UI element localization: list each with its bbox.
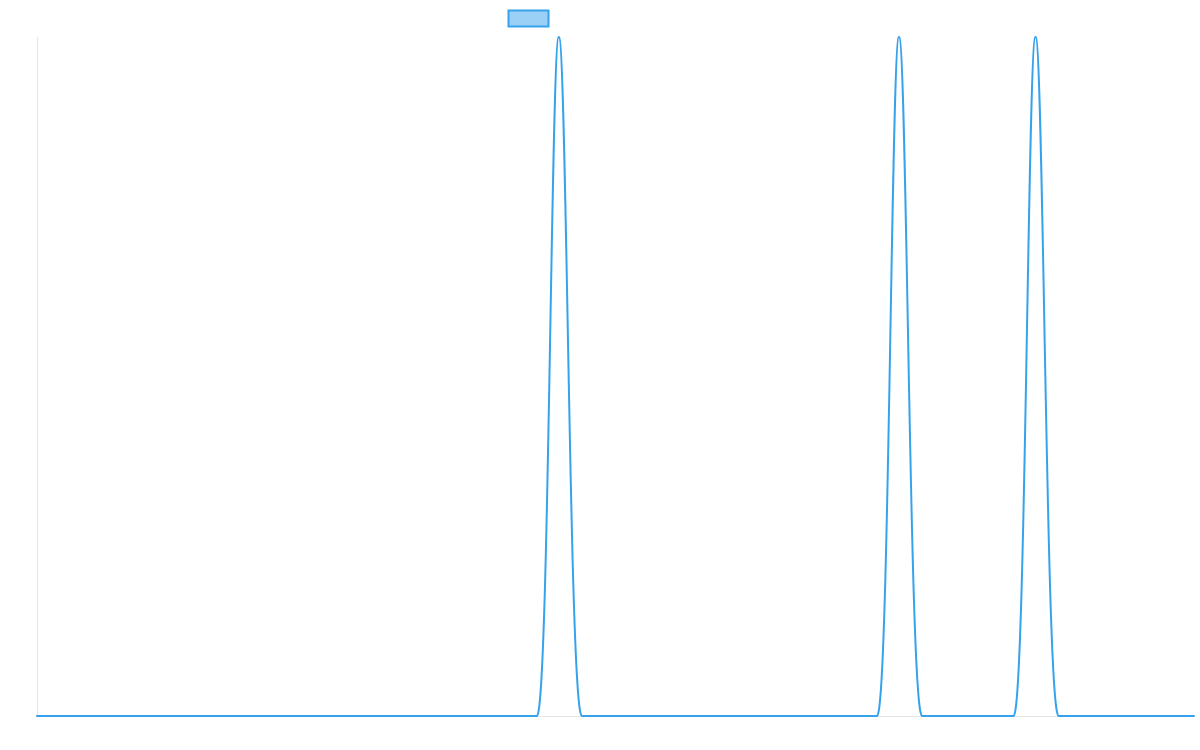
data-point-0-8[interactable] [1032, 34, 1038, 40]
data-point-0-0[interactable] [34, 713, 40, 719]
data-point-0-10[interactable] [1191, 713, 1197, 719]
data-point-0-9[interactable] [1056, 713, 1062, 719]
data-point-0-1[interactable] [534, 713, 540, 719]
series-line-0 [36, 36, 1195, 717]
legend-swatch-0[interactable] [507, 9, 550, 28]
data-point-0-7[interactable] [1011, 713, 1017, 719]
legend[interactable] [507, 9, 550, 28]
data-point-0-6[interactable] [919, 713, 925, 719]
data-point-0-2[interactable] [556, 34, 562, 40]
data-point-0-5[interactable] [896, 34, 902, 40]
series-layer [34, 34, 1197, 719]
data-point-0-3[interactable] [579, 713, 585, 719]
data-point-0-4[interactable] [874, 713, 880, 719]
